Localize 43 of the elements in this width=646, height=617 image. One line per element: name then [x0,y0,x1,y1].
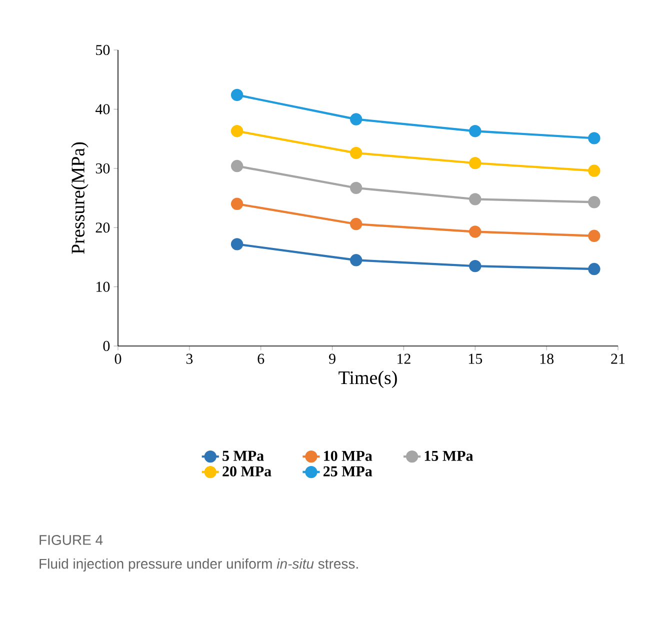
caption: FIGURE 4 [40,535,103,545]
x-tick-label: 21 [611,354,625,364]
x-tick-label: 18 [540,354,554,364]
legend-label: 25 MPa [323,466,372,476]
x-tick-label: 15 [468,354,482,364]
x-tick-label: 12 [398,354,410,364]
y-tick-label: 40 [96,104,110,114]
point [588,164,600,177]
x-tick-label: 0 [114,354,122,364]
y-tick-label: 30 [96,163,110,174]
y-tick-label: 50 [96,44,110,56]
legend-label: 20 MPa [222,466,272,476]
y-axis-title: Pressure(MPa) [71,142,88,254]
point [350,146,362,160]
point [350,182,362,194]
point [230,238,244,250]
point [350,218,362,230]
point [469,124,482,138]
y-tick-label: 20 [96,222,110,233]
legend-label: 5 MPa [222,450,264,461]
x-tick-label: 6 [258,354,264,364]
point [469,260,482,272]
point [588,262,600,276]
point [588,196,600,208]
point [350,113,362,126]
x-axis-title: Time(s) [338,370,397,388]
point [230,88,244,102]
point [469,226,482,238]
point [230,198,244,210]
legend-label: 10 MPa [324,450,372,461]
point [588,132,600,144]
y-tick-label: 0 [103,340,110,352]
point [230,124,244,138]
y-tick-label: 10 [96,282,110,292]
point [588,230,600,242]
point [350,254,362,266]
point [230,160,244,172]
x-tick-label: 9 [329,354,336,364]
text: Fluid injection pressure under uniform in-situ stress. [40,558,358,572]
legend-label: 15 MPa [424,450,474,461]
point [469,156,482,170]
x-tick-label: 3 [186,354,193,364]
point [469,193,482,206]
